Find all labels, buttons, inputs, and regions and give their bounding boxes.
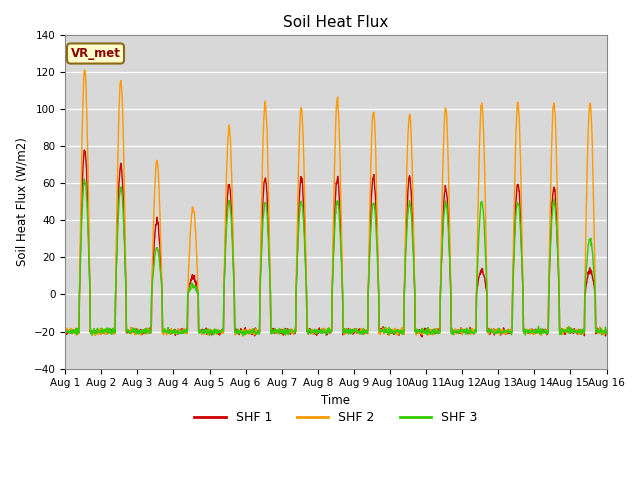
X-axis label: Time: Time <box>321 394 350 407</box>
Line: SHF 1: SHF 1 <box>65 150 607 337</box>
SHF 1 <box>81 147 88 153</box>
SHF 3 <box>205 333 213 338</box>
SHF 3 <box>287 327 295 333</box>
SHF 2 <box>287 330 295 336</box>
SHF 2 <box>275 327 282 333</box>
SHF 1 <box>287 329 295 335</box>
SHF 3 <box>81 176 88 182</box>
SHF 3 <box>61 327 69 333</box>
SHF 3 <box>603 331 611 336</box>
SHF 2 <box>181 330 189 336</box>
SHF 2 <box>239 333 247 339</box>
Line: SHF 2: SHF 2 <box>65 70 607 336</box>
SHF 3 <box>420 328 428 334</box>
SHF 1 <box>556 291 563 297</box>
Line: SHF 3: SHF 3 <box>65 179 607 336</box>
SHF 3 <box>181 327 189 333</box>
SHF 3 <box>275 329 282 335</box>
Text: VR_met: VR_met <box>70 47 120 60</box>
SHF 1 <box>509 289 516 295</box>
Y-axis label: Soil Heat Flux (W/m2): Soil Heat Flux (W/m2) <box>15 137 28 266</box>
SHF 2 <box>603 327 611 333</box>
SHF 1 <box>181 330 189 336</box>
Legend: SHF 1, SHF 2, SHF 3: SHF 1, SHF 2, SHF 3 <box>189 406 483 429</box>
Title: Soil Heat Flux: Soil Heat Flux <box>283 15 388 30</box>
SHF 1 <box>61 328 69 334</box>
SHF 3 <box>556 291 563 297</box>
SHF 1 <box>274 329 282 335</box>
SHF 2 <box>61 328 69 334</box>
SHF 1 <box>603 330 611 336</box>
SHF 1 <box>420 330 428 336</box>
SHF 2 <box>556 293 563 299</box>
SHF 2 <box>509 293 516 299</box>
SHF 2 <box>420 330 428 336</box>
SHF 2 <box>81 67 88 73</box>
SHF 3 <box>509 292 516 298</box>
SHF 1 <box>418 334 426 340</box>
